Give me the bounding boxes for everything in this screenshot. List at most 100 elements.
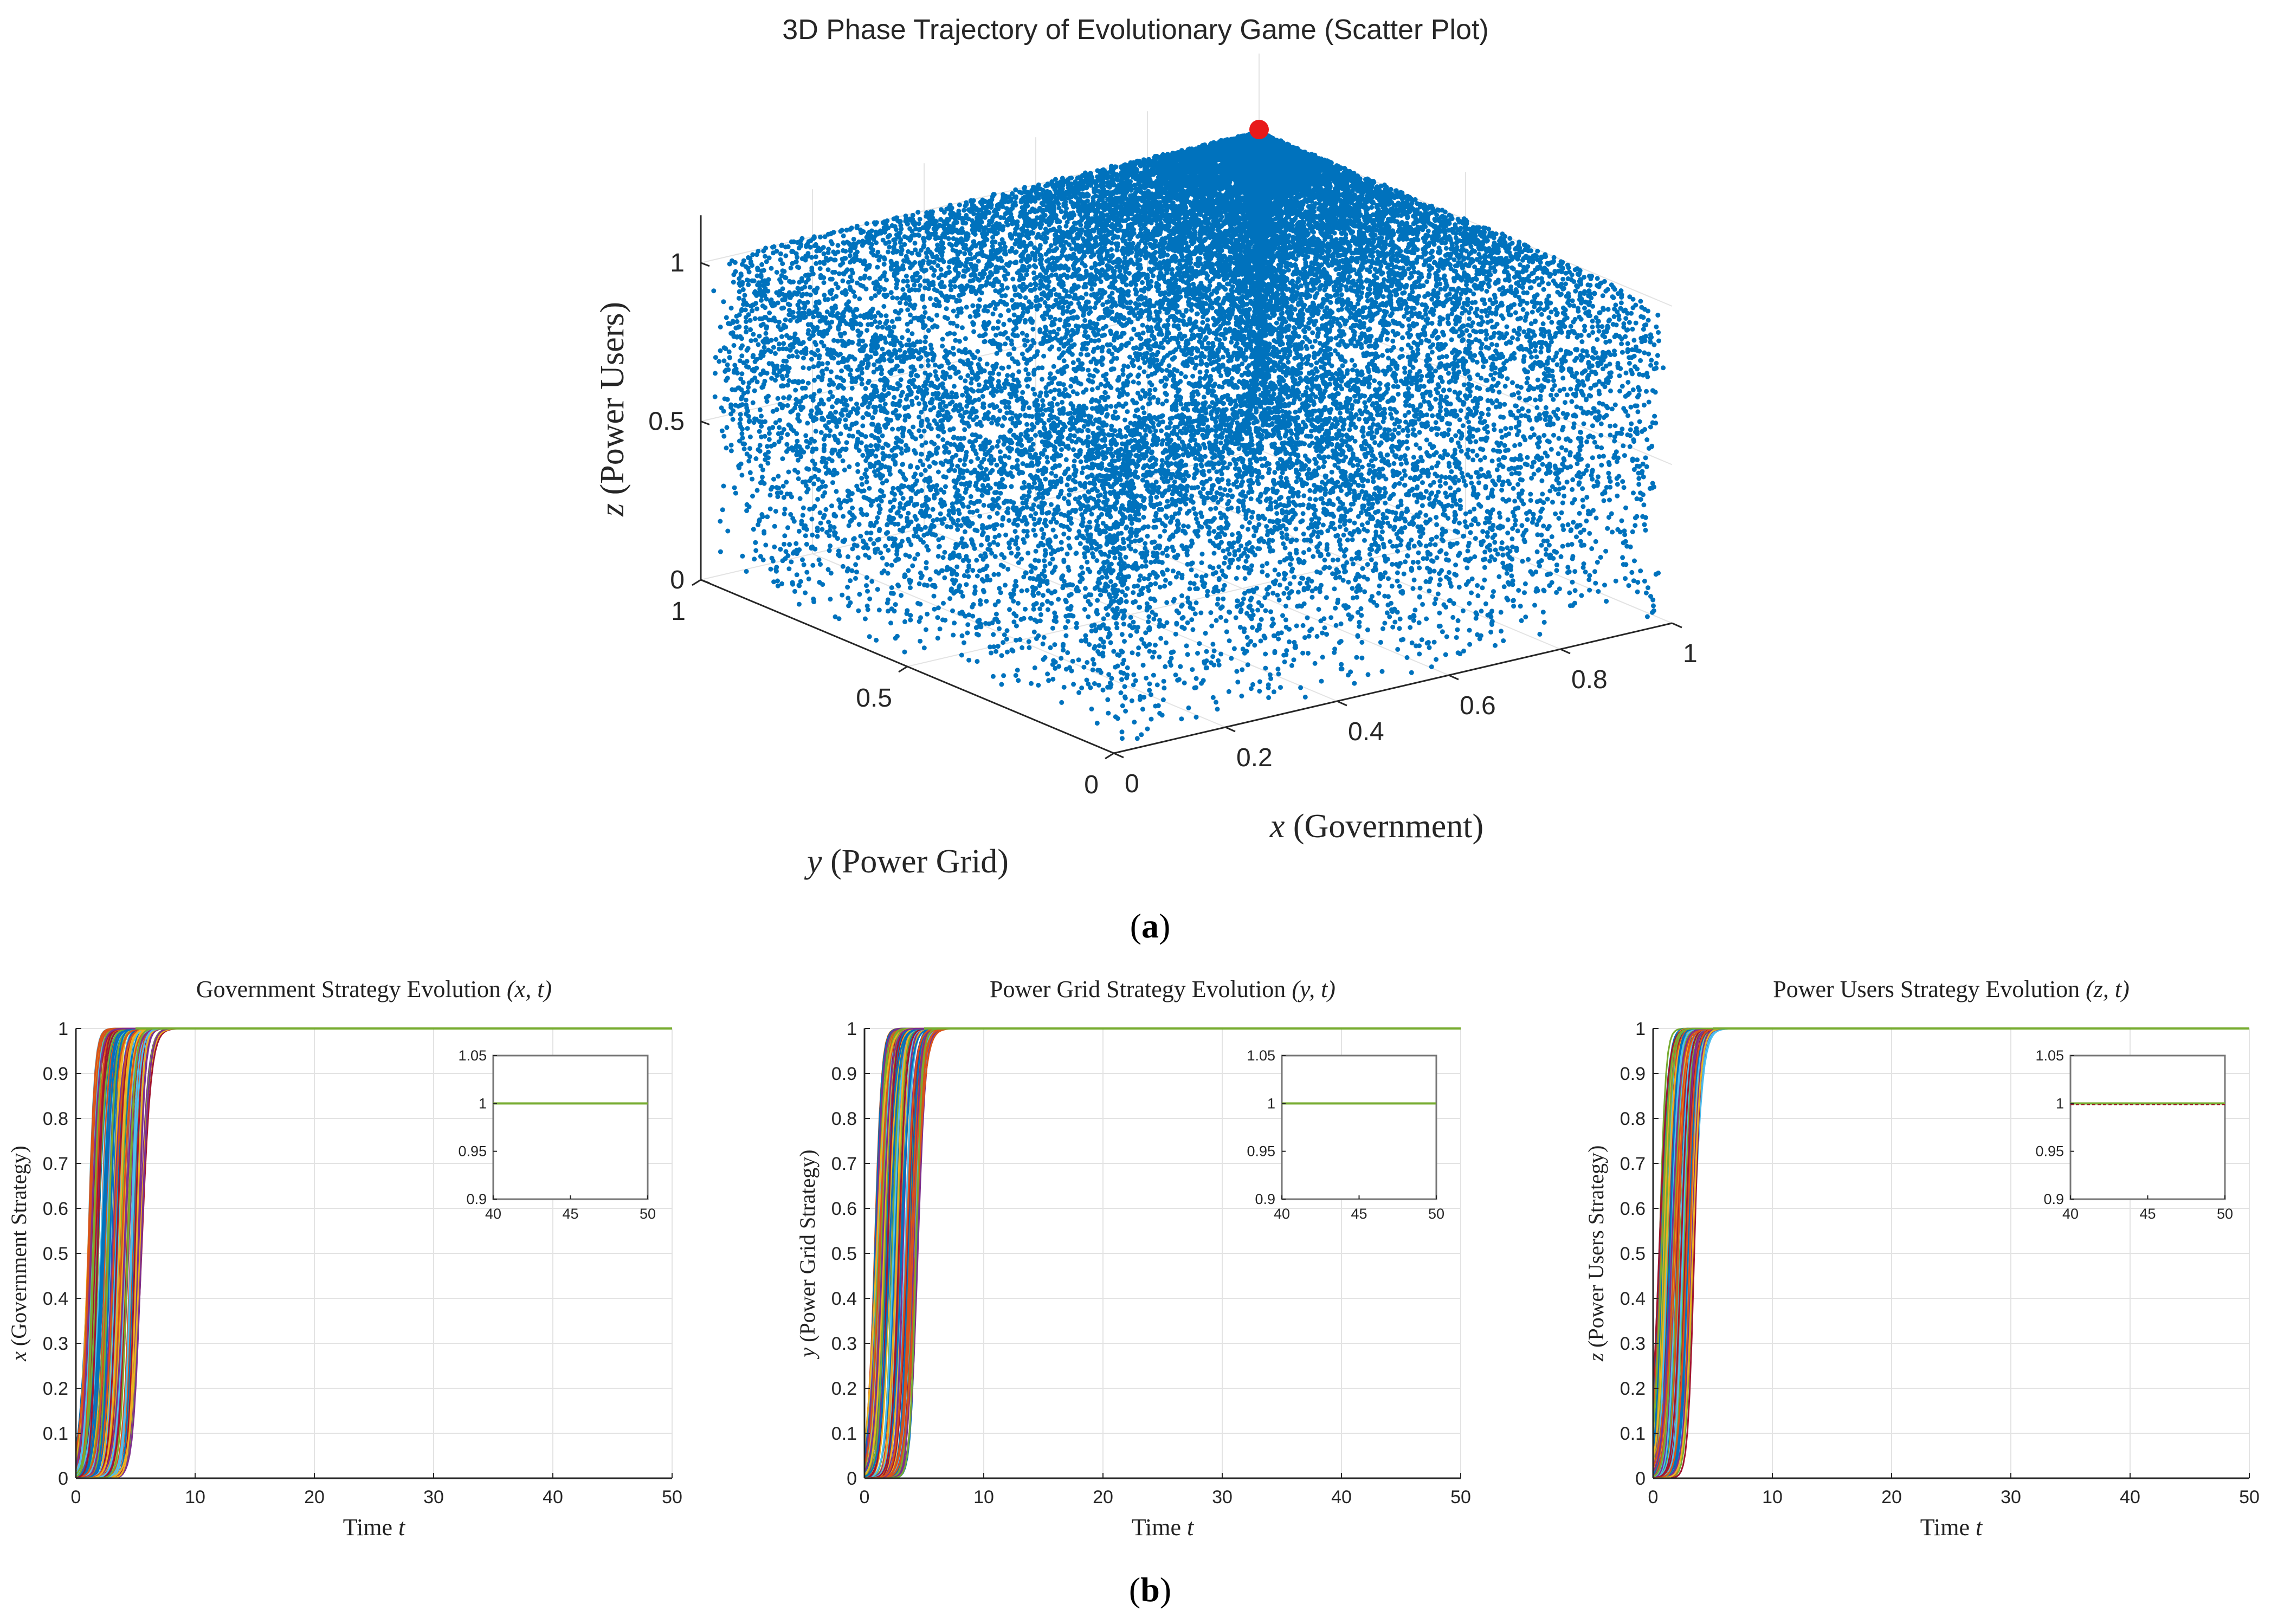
y-tick-label: 0.5: [1620, 1244, 1646, 1264]
scatter-points-layer: [711, 129, 1666, 741]
x-tick-label: 10: [1762, 1487, 1783, 1507]
inset-y-tick-label: 1: [1267, 1095, 1275, 1111]
scatter-dots: [711, 129, 1666, 741]
y-axis-label: z (Power Users Strategy): [1584, 1146, 1608, 1362]
y-axis-label-text: (Power Grid Strategy): [795, 1149, 820, 1342]
x-tick-label: 1: [1683, 639, 1698, 668]
y-tick-label: 0.1: [1620, 1424, 1646, 1444]
x-axis-label-var: t: [398, 1514, 406, 1541]
y-tick-label: 0.4: [43, 1289, 68, 1309]
x-tick-label: 50: [662, 1487, 682, 1507]
y-tick-mark: [898, 665, 908, 673]
scatter-3d-ticks: 0 0.2 0.4 0.6 0.8 1 0 0.5 1 0 0.5 1: [648, 249, 1697, 799]
z-tick-label: 1: [670, 249, 685, 277]
inset-frame: [492, 1054, 649, 1200]
x-axis-label: Time t: [1132, 1514, 1195, 1541]
y-tick-label: 1: [671, 597, 686, 626]
inset-plot: 40 45 50 0.9 0.95 1 1.05: [1247, 1047, 1444, 1222]
line-chart-power-users: Power Users Strategy Evolution (z, t)0 10…: [1584, 976, 2260, 1541]
x-tick-mark: [1225, 726, 1236, 733]
chart-title: Power Users Strategy Evolution (z, t): [1773, 976, 2129, 1002]
x-tick-mark: [1337, 700, 1347, 707]
y-axis-label: x (Government Strategy): [7, 1146, 31, 1362]
y-tick-label: 0.8: [1620, 1109, 1646, 1129]
y-tick-label: 1: [1635, 1019, 1646, 1039]
x-axis-label-text: Time: [1920, 1514, 1976, 1541]
x-axis-label-text: Time: [343, 1514, 398, 1541]
chart-title-math: (z, t): [2086, 976, 2130, 1002]
inset-y-tick-label: 0.9: [2043, 1191, 2064, 1207]
y-tick-label: 0.7: [831, 1154, 857, 1174]
chart-title: Power Grid Strategy Evolution (y, t): [990, 976, 1335, 1002]
x-tick-label: 30: [1212, 1487, 1233, 1507]
inset-frame: [2069, 1054, 2226, 1200]
inset-x-tick-label: 50: [640, 1206, 656, 1222]
y-tick-label: 0.8: [43, 1109, 68, 1129]
x-tick-mark: [1448, 674, 1459, 681]
y-tick-label: 0: [58, 1468, 68, 1489]
chart-title-text: Power Users Strategy Evolution: [1773, 976, 2086, 1002]
x-axis-label-var: t: [1976, 1514, 1983, 1541]
z-tick-mark: [700, 579, 710, 584]
y-axis-label-var: z: [1584, 1348, 1608, 1362]
inset-plot: 40 45 50 0.9 0.95 1 1.05: [458, 1047, 656, 1222]
y-tick-mark: [1105, 752, 1114, 760]
y-tick-label: 0.5: [831, 1244, 857, 1264]
inset-frame: [1281, 1054, 1437, 1200]
y-axis-label-var: y: [795, 1342, 820, 1360]
scatter-title: 3D Phase Trajectory of Evolutionary Game…: [782, 14, 1488, 46]
x-tick-label: 0.2: [1236, 743, 1273, 772]
x-tick-label: 0.8: [1571, 665, 1608, 694]
inset-x-tick-label: 40: [2062, 1206, 2079, 1222]
inset-y-tick-label: 1.05: [458, 1047, 487, 1064]
x-tick-mark: [1672, 622, 1682, 629]
x-tick-label: 10: [185, 1487, 205, 1507]
z-tick-mark: [700, 262, 710, 267]
x-tick-mark: [1113, 752, 1124, 759]
x-tick-label: 30: [423, 1487, 444, 1507]
y-tick-mark: [692, 579, 701, 586]
y-axis-label-text: (Government Strategy): [7, 1146, 31, 1346]
x-tick-label: 40: [2120, 1487, 2140, 1507]
y-tick-label: 0: [847, 1468, 857, 1489]
inset-y-tick-label: 0.95: [458, 1143, 487, 1160]
x-tick-label: 50: [1450, 1487, 1471, 1507]
y-tick-label: 0.7: [1620, 1154, 1646, 1174]
inset-x-tick-label: 40: [485, 1206, 501, 1222]
y-tick-label: 0.2: [831, 1379, 857, 1399]
z-tick-label: 0: [670, 566, 685, 594]
x-axis-label: Time t: [343, 1514, 406, 1541]
x-axis-label-var: t: [1187, 1514, 1195, 1541]
inset-y-tick-label: 1: [2056, 1095, 2064, 1111]
equilibrium-point: [1249, 120, 1269, 139]
inset-y-tick-label: 0.95: [1247, 1143, 1275, 1160]
x-tick-label: 50: [2239, 1487, 2260, 1507]
panel-a-3d-scatter: 3D Phase Trajectory of Evolutionary Game…: [594, 14, 1698, 945]
z-tick-mark: [700, 420, 710, 425]
y-tick-label: 0.2: [43, 1379, 68, 1399]
y-tick-label: 0.3: [831, 1334, 857, 1354]
y-axis-label: y (Power Grid Strategy): [795, 1149, 820, 1359]
x-tick-label: 20: [1093, 1487, 1113, 1507]
chart-title-math: (x, t): [507, 976, 552, 1002]
y-tick-label: 0.9: [831, 1064, 857, 1084]
inset-y-tick-label: 1.05: [2035, 1047, 2064, 1064]
inset-plot: 40 45 50 0.9 0.95 1 1.05: [2035, 1047, 2233, 1222]
y-tick-label: 0: [1084, 771, 1099, 799]
inset-x-tick-label: 50: [2217, 1206, 2233, 1222]
x-tick-label: 40: [1331, 1487, 1352, 1507]
inset-x-tick-label: 45: [2139, 1206, 2156, 1222]
y-tick-label: 0.9: [43, 1064, 68, 1084]
x-tick-label: 40: [543, 1487, 563, 1507]
z-tick-label: 0.5: [648, 407, 685, 436]
y-tick-label: 1: [847, 1019, 857, 1039]
y-tick-label: 0.1: [831, 1424, 857, 1444]
y-tick-label: 0.3: [1620, 1334, 1646, 1354]
x-tick-label: 0.6: [1460, 691, 1496, 720]
x-tick-label: 30: [2001, 1487, 2021, 1507]
x-axis-line: [1113, 622, 1673, 754]
x-tick-label: 0: [1648, 1487, 1659, 1507]
y-tick-label: 1: [58, 1019, 68, 1039]
y-axis-label-text: (Power Users Strategy): [1584, 1146, 1608, 1348]
